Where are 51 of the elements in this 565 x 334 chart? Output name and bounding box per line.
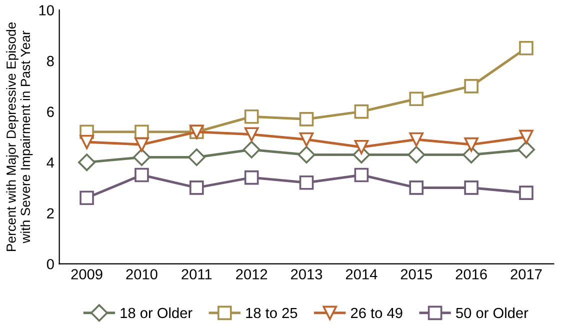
point	[409, 180, 424, 195]
point	[354, 140, 369, 154]
y-tick-label: 8	[46, 56, 54, 66]
point	[189, 180, 204, 195]
point	[519, 130, 534, 144]
point	[517, 140, 535, 158]
point	[354, 104, 369, 119]
point	[80, 134, 94, 150]
point	[244, 170, 259, 185]
point	[464, 137, 478, 152]
point	[80, 190, 94, 206]
y-axis-title: Percent with Major Depressive Episode with Severe Impairment in Past Year	[6, 22, 33, 251]
legend-label: 50 or Older	[456, 307, 528, 318]
point	[464, 79, 478, 94]
point	[78, 154, 96, 172]
x-tick-label: 2012	[236, 269, 268, 280]
y-tick-label: 6	[47, 106, 54, 117]
point	[188, 148, 206, 166]
point	[464, 180, 478, 195]
y-tick-label: 2	[47, 208, 54, 218]
point	[408, 146, 426, 164]
legend-label: 18 to 25	[246, 308, 298, 318]
point	[244, 127, 259, 142]
x-tick-label: 2011	[182, 269, 212, 280]
point	[134, 137, 149, 152]
point	[134, 124, 149, 140]
x-tick-label: 2013	[291, 269, 322, 280]
point	[354, 168, 369, 182]
point	[519, 40, 534, 56]
point	[409, 132, 424, 147]
point	[299, 175, 314, 190]
legend-label: 26 to 49	[350, 308, 402, 318]
point	[244, 109, 259, 124]
x-tick-label: 2010	[126, 269, 158, 280]
point	[519, 186, 534, 200]
x-tick-label: 2014	[346, 269, 378, 280]
x-tick-label: 2017	[510, 269, 542, 280]
x-tick-label: 2016	[456, 269, 487, 280]
point	[298, 146, 316, 164]
x-tick-label: 2009	[71, 269, 102, 280]
y-tick-label: 4	[46, 158, 54, 168]
y-tick-label: 10	[39, 5, 54, 16]
x-tick-label: 2015	[400, 269, 432, 280]
point	[299, 112, 314, 126]
point	[409, 92, 424, 106]
point	[132, 148, 150, 166]
y-tick-label: 0	[46, 258, 54, 270]
point	[242, 140, 260, 158]
point	[299, 132, 314, 147]
legend-label: 18 or Older	[120, 307, 192, 318]
point	[134, 168, 149, 182]
